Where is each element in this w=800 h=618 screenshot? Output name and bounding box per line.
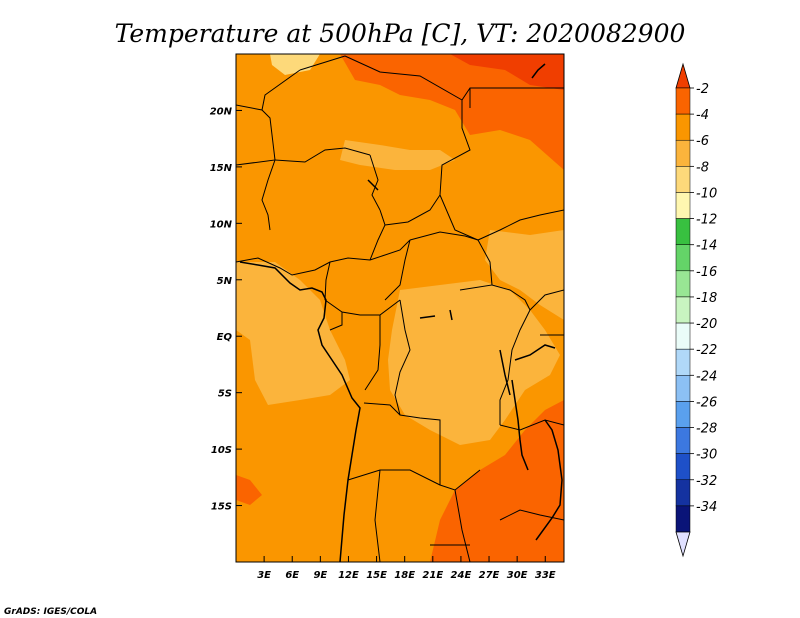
field-darkorange-southwest — [236, 475, 262, 505]
lat-tick-label: EQ — [217, 332, 233, 343]
colorbar-label: -16 — [696, 265, 717, 280]
field-lightorange-east — [485, 230, 564, 320]
colorbar-swatch — [675, 270, 691, 298]
plot-title: Temperature at 500hPa [C], VT: 202008290… — [115, 19, 686, 48]
lat-tick-label: 10S — [211, 445, 232, 456]
lon-tick-label: 21E — [422, 570, 443, 581]
field-lightorange-sahel — [340, 140, 455, 170]
colorbar-swatch — [675, 244, 691, 272]
lon-tick-label: 24E — [451, 570, 472, 581]
lon-tick-label: 18E — [394, 570, 415, 581]
colorbar-swatch — [675, 296, 691, 324]
colorbar-swatch — [675, 192, 691, 219]
lon-tick-label: 33E — [535, 570, 556, 581]
colorbar-label: -12 — [696, 213, 717, 228]
field-lightorange-congo — [388, 280, 560, 445]
colorbar-label: -6 — [696, 134, 709, 149]
map-frame — [235, 53, 565, 563]
colorbar-swatch — [675, 401, 691, 428]
colorbar: -2 -4 -6 -8 -10 -12 -14 -16 -18 -20 -22 -24 -26 -28 -3… — [675, 62, 717, 558]
colorbar-label: -28 — [696, 422, 717, 437]
shaded-field — [236, 54, 564, 562]
lon-tick-label: 6E — [285, 570, 299, 581]
colorbar-label: -32 — [696, 474, 717, 489]
lat-tick-label: 5S — [218, 389, 232, 400]
colorbar-label: -18 — [696, 291, 717, 306]
colorbar-swatch — [675, 87, 691, 115]
longitude-axis: 3E 6E 9E 12E 15E 18E 21E 24E 27E 30E 33E — [257, 556, 556, 581]
field-yellow-northwest — [270, 54, 320, 75]
lat-tick-label: 5N — [217, 276, 233, 287]
colorbar-label: -14 — [696, 239, 717, 254]
colorbar-label: -24 — [696, 369, 717, 384]
colorbar-label: -4 — [696, 108, 709, 123]
colorbar-swatch — [675, 505, 691, 533]
lon-tick-label: 12E — [338, 570, 359, 581]
lat-tick-label: 10N — [210, 219, 233, 230]
colorbar-swatch — [675, 453, 691, 481]
colorbar-swatch — [675, 166, 691, 193]
colorbar-swatch — [675, 479, 691, 507]
lon-tick-label: 15E — [366, 570, 387, 581]
colorbar-top-triangle — [675, 62, 691, 89]
colorbar-label: -20 — [696, 317, 717, 332]
field-darkorange-southeast — [430, 400, 564, 562]
lat-tick-label: 20N — [210, 106, 233, 117]
field-lightorange-west — [236, 262, 350, 405]
colorbar-swatch — [675, 427, 691, 454]
lat-tick-label: 15N — [210, 163, 233, 174]
lat-tick-label: 15S — [211, 502, 232, 513]
colorbar-label: -30 — [696, 448, 717, 463]
field-red-northeast — [450, 54, 564, 90]
lon-tick-label: 3E — [257, 570, 271, 581]
colorbar-label: -22 — [696, 343, 717, 358]
colorbar-swatch — [675, 139, 691, 167]
colorbar-label: -10 — [696, 186, 717, 201]
colorbar-label: -26 — [696, 395, 717, 410]
field-darkorange-northeast — [340, 54, 564, 170]
colorbar-swatch — [675, 322, 691, 350]
colorbar-swatch — [675, 375, 691, 402]
colorbar-label: -34 — [696, 500, 717, 515]
coastlines-and-lakes — [239, 63, 563, 562]
temperature-map: 3E 6E 9E 12E 15E 18E 21E 24E 27E 30E 33E 20N 15N 10N… — [210, 53, 565, 581]
colorbar-label: -8 — [696, 160, 709, 175]
colorbar-label: -2 — [696, 82, 709, 97]
colorbar-swatch — [675, 113, 691, 141]
lon-tick-label: 9E — [313, 570, 327, 581]
colorbar-bottom-triangle — [675, 531, 691, 558]
lon-tick-label: 30E — [507, 570, 528, 581]
latitude-axis: 20N 15N 10N 5N EQ 5S 10S 15S — [210, 106, 242, 513]
colorbar-swatch — [675, 348, 691, 376]
grads-credit: GrADS: IGES/COLA — [4, 607, 97, 617]
colorbar-swatch — [675, 218, 691, 245]
lon-tick-label: 27E — [479, 570, 500, 581]
